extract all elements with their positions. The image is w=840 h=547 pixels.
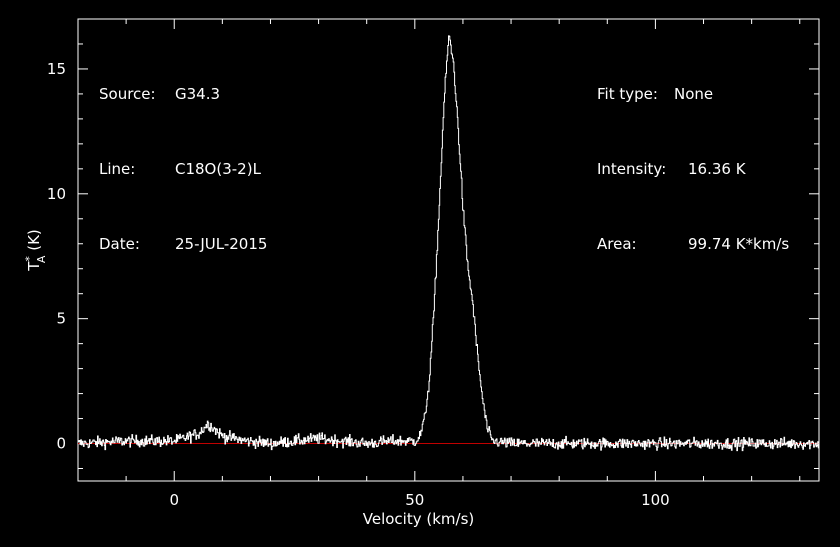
fit-type-value: None [674,85,714,103]
info-right: Fit type: None Intensity: 16.36 K Area: 99.… [597,32,789,282]
line-label: Line: [99,160,136,178]
line-value: C18O(3-2)L [175,160,261,178]
date-row: Date: 25-JUL-2015 [99,232,267,257]
area-value: 99.74 K*km/s [688,235,790,253]
y-axis-label: T*A (K) [23,229,48,272]
fit-type-row: Fit type: None [597,82,789,107]
source-label: Source: [99,85,156,103]
date-value: 25-JUL-2015 [175,235,268,253]
y-tick-label: 10 [47,185,66,203]
fit-type-label: Fit type: [597,85,658,103]
y-tick-label: 5 [56,310,66,328]
y-tick-label: 15 [47,60,66,78]
line-row: Line: C18O(3-2)L [99,157,267,182]
x-tick-label: 100 [641,491,670,509]
area-row: Area: 99.74 K*km/s [597,232,789,257]
intensity-label: Intensity: [597,160,667,178]
x-axis-label: Velocity (km/s) [363,510,474,528]
date-label: Date: [99,235,140,253]
plot-frame [77,18,820,482]
intensity-row: Intensity: 16.36 K [597,157,789,182]
area-label: Area: [597,235,637,253]
spectrum-line [78,35,820,452]
intensity-value: 16.36 K [688,160,746,178]
x-tick-label: 0 [169,491,179,509]
source-row: Source: G34.3 [99,82,267,107]
info-left: Source: G34.3 Line: C18O(3-2)L Date: 25-JUL… [99,32,267,282]
x-tick-label: 50 [405,491,424,509]
y-tick-label: 0 [56,435,66,453]
source-value: G34.3 [175,85,221,103]
